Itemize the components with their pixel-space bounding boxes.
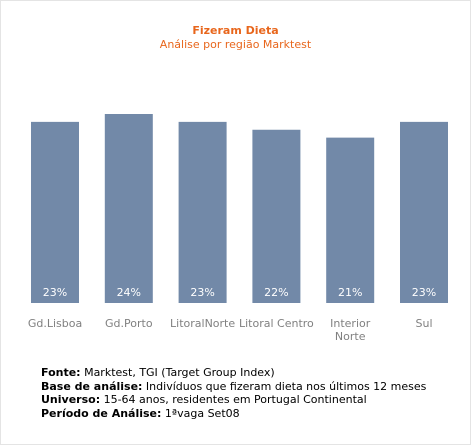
bar-sul (400, 121, 448, 303)
category-label-interior-norte: Interior Norte (330, 317, 371, 343)
value-label-litoralnorte: 23% (190, 286, 214, 299)
value-label-interior-norte: 21% (338, 286, 362, 299)
chart-title: Fizeram Dieta (192, 24, 279, 37)
bar-litoral-centro (252, 129, 301, 303)
value-label-gd-lisboa: 23% (43, 286, 67, 299)
value-label-sul: 23% (412, 286, 436, 299)
category-label-litoral-centro: Litoral Centro (239, 317, 314, 330)
bar-litoralnorte (178, 121, 227, 303)
bar-chart: 23% Gd.Lisboa 24% Gd.Porto 23% LitoralNorte 22… (28, 114, 448, 343)
category-label-sul: Sul (415, 317, 432, 330)
value-label-litoral-centro: 22% (264, 286, 288, 299)
category-label-gd-lisboa: Gd.Lisboa (28, 317, 82, 330)
chart-subtitle: Análise por região Marktest (159, 38, 312, 51)
source-note: Fonte: Marktest, TGI (Target Group Index… (41, 366, 275, 379)
bar-gd-lisboa (31, 121, 79, 303)
period-note: Período de Análise: 1ªvaga Set08 (41, 406, 240, 420)
universe-note: Universo: 15-64 anos, residentes em Port… (41, 393, 367, 406)
category-label-gd-porto: Gd.Porto (105, 317, 153, 330)
bar-interior-norte (326, 137, 375, 303)
category-label-litoralnorte: LitoralNorte (170, 317, 235, 330)
base-note: Base de análise: Indivíduos que fizeram … (41, 379, 427, 393)
chart-notes: Fonte: Marktest, TGI (Target Group Index… (41, 366, 426, 420)
value-label-gd-porto: 24% (117, 286, 141, 299)
bar-gd-porto (104, 114, 153, 303)
